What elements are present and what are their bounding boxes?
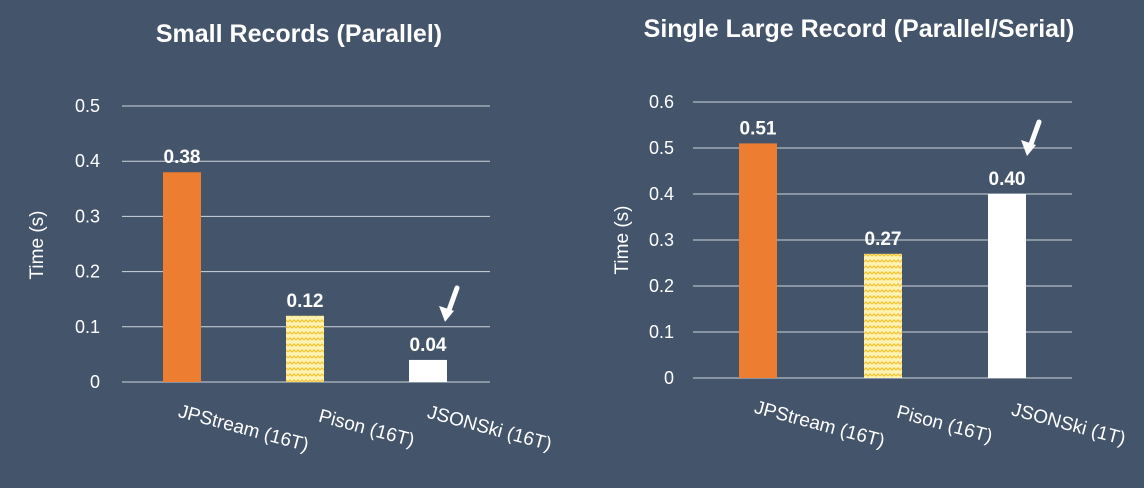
bar bbox=[163, 172, 201, 382]
y-tick-label: 0.2 bbox=[75, 262, 100, 282]
y-tick-label: 0 bbox=[664, 368, 674, 388]
y-tick-label: 0.4 bbox=[649, 184, 674, 204]
y-tick-label: 0.1 bbox=[75, 317, 100, 337]
y-tick-label: 0.3 bbox=[649, 230, 674, 250]
data-label: 0.12 bbox=[287, 291, 324, 312]
data-label: 0.04 bbox=[410, 335, 447, 356]
bar bbox=[286, 315, 324, 382]
x-tick-label: JPStream (16T) bbox=[176, 401, 311, 456]
x-tick-labels: JPStream (16T) Pison (16T) JSONSki (1T) bbox=[752, 397, 1128, 452]
x-tick-label: JPStream (16T) bbox=[752, 397, 887, 452]
bars bbox=[163, 172, 447, 382]
y-ticks: 0 0.1 0.2 0.3 0.4 0.5 bbox=[75, 96, 100, 392]
x-tick-label: JSONSki (1T) bbox=[1009, 399, 1128, 450]
bar bbox=[988, 194, 1026, 378]
annotation-arrow-icon bbox=[439, 285, 460, 322]
y-tick-label: 0.3 bbox=[75, 206, 100, 226]
x-tick-label: Pison (16T) bbox=[894, 402, 994, 448]
y-tick-label: 0.6 bbox=[649, 92, 674, 112]
data-label: 0.40 bbox=[989, 169, 1026, 190]
y-tick-label: 0.5 bbox=[649, 138, 674, 158]
chart-title: Small Records (Parallel) bbox=[156, 20, 442, 48]
data-label: 0.27 bbox=[865, 229, 902, 250]
data-label: 0.51 bbox=[740, 118, 777, 139]
annotation-arrow-icon bbox=[1021, 119, 1042, 156]
bars bbox=[739, 143, 1026, 378]
bar bbox=[864, 253, 902, 378]
y-tick-label: 0 bbox=[90, 372, 100, 392]
chart-small-records: Small Records (Parallel) Time (s) 0 0.1 0.… bbox=[27, 20, 554, 456]
y-axis-label: Time (s) bbox=[612, 206, 633, 275]
y-tick-label: 0.5 bbox=[75, 96, 100, 116]
x-tick-label: JSONSki (16T) bbox=[425, 402, 554, 455]
data-labels: 0.38 0.12 0.04 bbox=[164, 147, 447, 356]
chart-single-large-record: Single Large Record (Parallel/Serial) Ti… bbox=[612, 15, 1128, 452]
data-labels: 0.51 0.27 0.40 bbox=[740, 118, 1026, 249]
data-label: 0.38 bbox=[164, 147, 201, 168]
y-tick-label: 0.4 bbox=[75, 151, 100, 171]
y-ticks: 0 0.1 0.2 0.3 0.4 0.5 0.6 bbox=[649, 92, 674, 388]
bar bbox=[739, 143, 777, 378]
y-axis-label: Time (s) bbox=[27, 211, 48, 280]
chart-title: Single Large Record (Parallel/Serial) bbox=[644, 15, 1075, 43]
y-tick-label: 0.1 bbox=[649, 322, 674, 342]
y-tick-label: 0.2 bbox=[649, 276, 674, 296]
x-tick-label: Pison (16T) bbox=[316, 406, 416, 452]
x-tick-labels: JPStream (16T) Pison (16T) JSONSki (16T) bbox=[176, 401, 554, 456]
bar bbox=[409, 359, 447, 382]
